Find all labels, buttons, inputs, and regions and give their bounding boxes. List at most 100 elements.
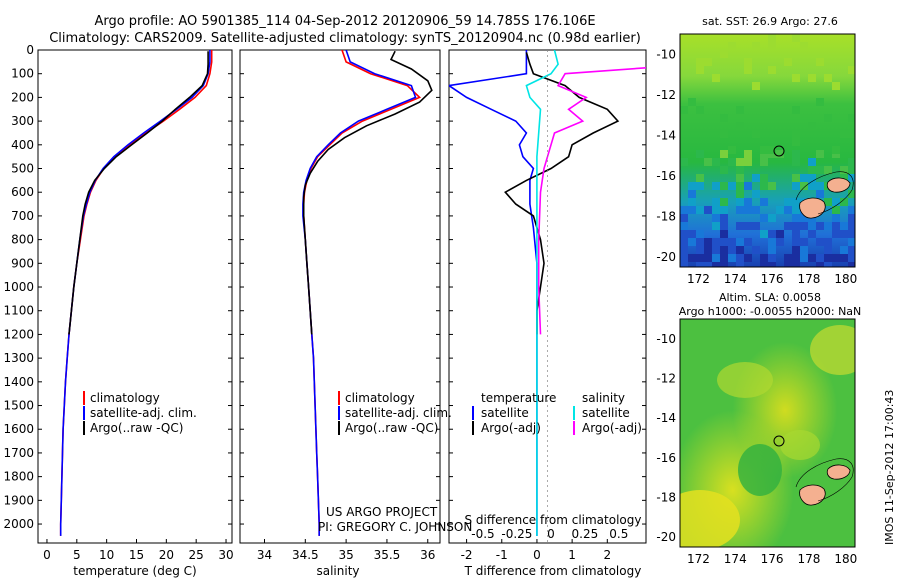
sst-pixel — [768, 262, 776, 267]
y-tick-label: 1900 — [3, 493, 34, 507]
y-tick-label: 1200 — [3, 327, 34, 341]
x-tick-label: 30 — [218, 548, 233, 562]
x-tick-label: 20 — [159, 548, 174, 562]
sst-pixel — [832, 222, 840, 230]
sst-pixel — [808, 122, 816, 130]
sst-pixel — [736, 206, 744, 214]
sst-pixel — [752, 42, 760, 50]
map-x-tick-label: 172 — [687, 272, 710, 286]
sst-pixel — [792, 238, 800, 246]
map-x-tick-label: 176 — [761, 272, 784, 286]
sst-pixel — [760, 174, 768, 182]
sst-pixel — [736, 198, 744, 206]
sst-pixel — [752, 206, 760, 214]
temperature-panel — [37, 49, 233, 544]
sst-pixel — [832, 214, 840, 222]
y-tick-label: 200 — [11, 90, 34, 104]
map-y-tick-label: -20 — [656, 530, 676, 544]
sst-pixel — [792, 262, 800, 267]
y-tick-label: 700 — [11, 209, 34, 223]
sst-pixel — [696, 246, 704, 254]
sst-pixel — [720, 50, 728, 58]
sst-pixel — [832, 146, 840, 154]
sst-pixel — [840, 222, 848, 230]
sst-pixel — [752, 190, 760, 198]
sst-pixel — [792, 138, 800, 146]
sst-pixel — [744, 182, 752, 190]
island — [826, 177, 851, 193]
sst-pixel — [720, 230, 728, 238]
map-x-tick-label: 172 — [687, 552, 710, 566]
sst-pixel — [832, 230, 840, 238]
timestamp-stamp: IMOS 11-Sep-2012 17:00:43 — [883, 390, 896, 545]
sst-pixel — [736, 254, 744, 262]
sla-map-frame — [679, 318, 856, 548]
legend-label: Argo(-adj) — [481, 421, 541, 435]
difference-legend: temperature salinity satellite Argo(-adj… — [472, 391, 642, 435]
sst-pixel — [768, 238, 776, 246]
x-tick-label-top: -0.5 — [471, 527, 494, 541]
series-line — [302, 50, 417, 536]
sst-pixel — [800, 254, 808, 262]
sst-pixel — [696, 238, 704, 246]
sst-pixel — [824, 198, 832, 206]
sst-pixel — [848, 130, 855, 138]
sst-pixel — [848, 262, 855, 267]
sst-pixel — [816, 190, 824, 198]
sst-pixel — [704, 238, 712, 246]
map-x-tick-label: 176 — [761, 552, 784, 566]
sst-pixel — [776, 206, 784, 214]
sst-pixel — [816, 222, 824, 230]
sst-pixel — [808, 166, 816, 174]
x-tick-label: 36 — [420, 548, 435, 562]
map-x-tick-label: 178 — [797, 552, 820, 566]
sst-pixel — [792, 222, 800, 230]
series-line — [449, 50, 538, 536]
sst-pixel — [680, 230, 688, 238]
x-tick-label-top: 0 — [547, 527, 555, 541]
y-tick-label: 1100 — [3, 304, 34, 318]
sst-pixel — [688, 230, 696, 238]
sst-pixel — [736, 106, 744, 114]
sst-pixel — [752, 246, 760, 254]
temperature-axis-label: temperature (deg C) — [73, 564, 196, 578]
sst-pixel — [680, 106, 688, 114]
sla-map — [680, 319, 855, 547]
sst-pixel — [816, 58, 824, 66]
sst-pixel — [752, 82, 760, 90]
sst-map-frame — [679, 33, 856, 268]
map-y-tick-label: -20 — [656, 250, 676, 264]
legend-label: climatology — [90, 391, 160, 405]
sst-pixel — [816, 238, 824, 246]
sst-pixel — [768, 254, 776, 262]
sst-pixel — [848, 230, 855, 238]
reef-contour — [795, 458, 854, 502]
sst-pixel — [712, 206, 720, 214]
sst-pixel — [680, 238, 688, 246]
y-tick-label: 1500 — [3, 399, 34, 413]
x-tick-label: 15 — [129, 548, 144, 562]
sst-pixel — [768, 230, 776, 238]
sst-pixel — [824, 222, 832, 230]
sst-pixel — [816, 182, 824, 190]
sst-pixel — [792, 130, 800, 138]
sst-pixel — [760, 214, 768, 222]
sst-pixel — [736, 122, 744, 130]
legend-label: satellite-adj. clim. — [90, 406, 197, 420]
t-difference-axis-label: T difference from climatology — [464, 564, 642, 578]
sst-pixel — [720, 198, 728, 206]
map-y-tick-label: -12 — [656, 371, 676, 385]
sst-pixel — [712, 222, 720, 230]
sst-pixel — [800, 214, 808, 222]
sst-pixel — [760, 182, 768, 190]
sst-pixel — [704, 158, 712, 166]
sst-pixel — [720, 114, 728, 122]
sst-pixel — [680, 206, 688, 214]
figure-title-line2: Climatology: CARS2009. Satellite-adjuste… — [49, 31, 641, 46]
y-tick-label: 500 — [11, 162, 34, 176]
sst-pixel — [736, 174, 744, 182]
sst-pixel — [720, 130, 728, 138]
sst-pixel — [784, 254, 792, 262]
sst-pixel — [696, 254, 704, 262]
